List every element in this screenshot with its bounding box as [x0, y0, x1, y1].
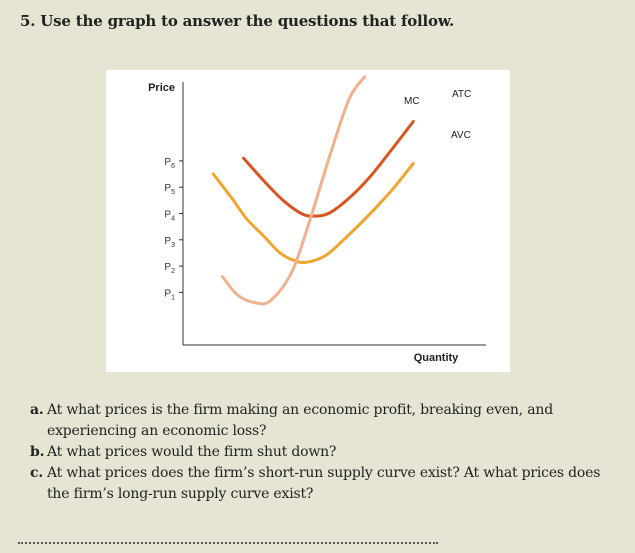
cut-off-text-line: [18, 542, 438, 546]
y-tick-label: P1: [164, 288, 175, 301]
curve-label-avc: AVC: [451, 130, 471, 141]
question-id: a.: [30, 402, 44, 418]
curve-label-mc: MC: [404, 96, 420, 107]
y-tick-label: P6: [164, 157, 175, 170]
cost-curves: [211, 75, 415, 306]
chart-svg: P1 P2 P3 P4 P5 P6 Price Quantity MC ATC AVC: [148, 75, 486, 364]
question-id: b.: [30, 444, 45, 460]
question-heading: 5. Use the graph to answer the questions…: [20, 12, 455, 30]
y-axis-label: Price: [148, 82, 175, 94]
curve-label-atc: ATC: [452, 89, 471, 100]
y-ticks: P1 P2 P3 P4 P5 P6: [164, 157, 183, 301]
curve-labels: Price Quantity MC ATC AVC: [148, 82, 471, 364]
question-item-b: b. At what prices would the firm shut do…: [30, 442, 620, 463]
question-text: At what prices is the firm making an eco…: [47, 402, 553, 439]
chart-axes: [182, 82, 486, 346]
question-item-c: c. At what prices does the firm’s short-…: [30, 463, 620, 505]
question-item-a: a. At what prices is the firm making an …: [30, 400, 620, 442]
question-id: c.: [30, 465, 43, 481]
question-text: At what prices would the firm shut down?: [47, 444, 337, 460]
curve-avc: [211, 162, 415, 265]
curve-atc: [242, 120, 415, 218]
y-tick-label: P2: [164, 262, 175, 275]
x-axis-label: Quantity: [414, 352, 459, 364]
question-text: At what prices does the firm’s short-run…: [47, 465, 601, 502]
curve-mc: [220, 75, 367, 306]
y-tick-label: P4: [164, 210, 175, 223]
y-tick-label: P3: [164, 236, 175, 249]
cost-curves-chart: P1 P2 P3 P4 P5 P6 Price Quantity MC ATC AVC: [106, 70, 510, 372]
question-list: a. At what prices is the firm making an …: [30, 400, 620, 505]
y-tick-label: P5: [164, 183, 175, 196]
